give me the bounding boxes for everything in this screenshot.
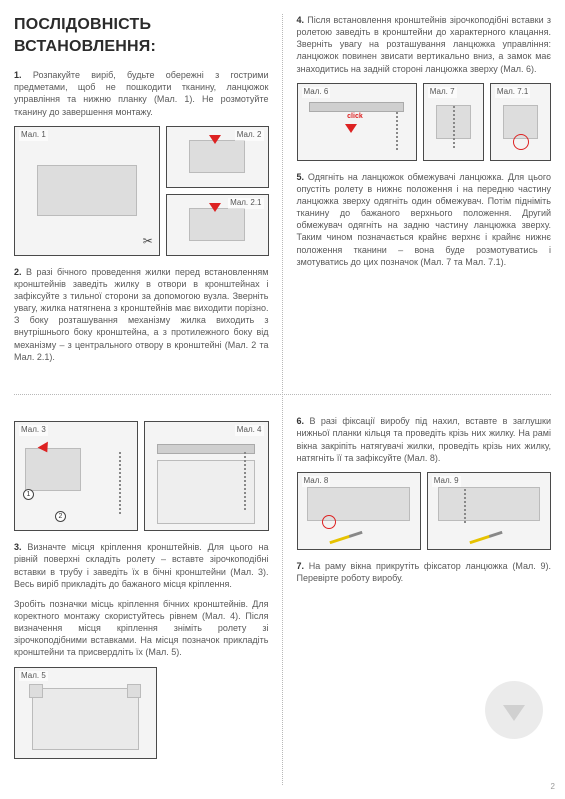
- diagram-placeholder: [309, 102, 404, 112]
- diagram-placeholder: [29, 684, 43, 698]
- figure-2-1-label: Мал. 2.1: [228, 198, 263, 209]
- chain-icon: [244, 452, 246, 512]
- diagram-placeholder: [157, 444, 255, 454]
- step-5-text: Одягніть на ланцюжок обмежувачі ланцюжка…: [297, 172, 552, 267]
- figure-1-label: Мал. 1: [19, 130, 48, 141]
- diagram-placeholder: [37, 165, 138, 216]
- step-2-num: 2.: [14, 267, 22, 277]
- highlight-circle-icon: [513, 134, 529, 150]
- step-2-text: В разі бічного проведення жилки перед вс…: [14, 267, 269, 362]
- step-4-text: Після встановлення кронштейнів зірочкопо…: [297, 15, 552, 74]
- highlight-circle-icon: [322, 515, 336, 529]
- quadrant-top-right: 4. Після встановлення кронштейнів зірочк…: [283, 0, 565, 401]
- figure-5: Мал. 5: [14, 667, 157, 759]
- step-7-text: На раму вікна прикрутіть фіксатор ланцюж…: [297, 561, 552, 583]
- step-6: 6. В разі фіксації виробу під нахил, вст…: [297, 415, 552, 464]
- step-2: 2. В разі бічного проведення жилки перед…: [14, 266, 269, 363]
- figure-8: Мал. 8: [297, 472, 421, 550]
- figure-7-1: Мал. 7.1: [490, 83, 551, 161]
- step-5: 5. Одягніть на ланцюжок обмежувачі ланцю…: [297, 171, 552, 268]
- figure-9: Мал. 9: [427, 472, 551, 550]
- step-7-num: 7.: [297, 561, 305, 571]
- quadrant-top-left: ПОСЛІДОВНІСТЬ ВСТАНОВЛЕННЯ: 1. Розпакуйт…: [0, 0, 283, 401]
- step-3b-text: Зробіть позначки місць кріплення бічних …: [14, 599, 269, 658]
- figure-2-label: Мал. 2: [235, 130, 264, 141]
- figure-7-1-label: Мал. 7.1: [495, 87, 530, 98]
- figure-5-label: Мал. 5: [19, 671, 48, 682]
- step-4-num: 4.: [297, 15, 305, 25]
- figure-3-label: Мал. 3: [19, 425, 48, 436]
- arrow-down-icon: [345, 124, 357, 133]
- click-callout: click: [347, 112, 363, 121]
- figure-1: Мал. 1 ✂: [14, 126, 160, 256]
- quadrant-bottom-right: 6. В разі фіксації виробу під нахил, вст…: [283, 401, 565, 799]
- diagram-placeholder: [32, 688, 139, 750]
- marker-2: 2: [55, 511, 66, 522]
- figure-row-8-9: Мал. 8 Мал. 9: [297, 472, 552, 550]
- page-number: 2: [551, 782, 555, 793]
- marker-1: 1: [23, 489, 34, 500]
- screwdriver-icon: [470, 531, 503, 544]
- step-3-text: Визначте місця кріплення кронштейнів. Дл…: [14, 542, 269, 588]
- figure-7: Мал. 7: [423, 83, 484, 161]
- step-4: 4. Після встановлення кронштейнів зірочк…: [297, 14, 552, 75]
- figure-4: Мал. 4: [144, 421, 268, 531]
- screwdriver-icon: [330, 531, 363, 544]
- arrow-down-icon: [209, 203, 221, 212]
- figure-9-label: Мал. 9: [432, 476, 461, 487]
- step-7: 7. На раму вікна прикрутіть фіксатор лан…: [297, 560, 552, 584]
- quadrant-bottom-left: Мал. 3 1 2 Мал. 4 3. Визначте місця кріп…: [0, 401, 283, 799]
- figure-3: Мал. 3 1 2: [14, 421, 138, 531]
- figure-8-label: Мал. 8: [302, 476, 331, 487]
- page: ПОСЛІДОВНІСТЬ ВСТАНОВЛЕННЯ: 1. Розпакуйт…: [0, 0, 565, 799]
- figure-4-label: Мал. 4: [235, 425, 264, 436]
- scissors-icon: ✂: [143, 233, 153, 249]
- diagram-placeholder: [189, 208, 244, 241]
- figure-row-1: Мал. 1 ✂ Мал. 2 Мал. 2.1: [14, 126, 269, 256]
- step-1-num: 1.: [14, 70, 22, 80]
- figure-2-1: Мал. 2.1: [166, 194, 269, 256]
- step-3b: Зробіть позначки місць кріплення бічних …: [14, 598, 269, 659]
- figure-2-stack: Мал. 2 Мал. 2.1: [166, 126, 269, 256]
- watermark-icon: [485, 681, 543, 739]
- chain-icon: [396, 112, 398, 152]
- diagram-placeholder: [307, 487, 410, 521]
- step-6-num: 6.: [297, 416, 305, 426]
- step-5-num: 5.: [297, 172, 305, 182]
- diagram-placeholder: [127, 684, 141, 698]
- diagram-placeholder: [157, 460, 255, 524]
- chain-icon: [453, 106, 455, 150]
- diagram-placeholder: [189, 140, 244, 173]
- figure-row-3-4: Мал. 3 1 2 Мал. 4: [14, 421, 269, 531]
- diagram-placeholder: [25, 448, 81, 491]
- diagram-placeholder: [438, 487, 541, 521]
- arrow-down-icon: [209, 135, 221, 144]
- figure-6: Мал. 6 click: [297, 83, 417, 161]
- step-1-text: Розпакуйте виріб, будьте обережні з гост…: [14, 70, 269, 116]
- step-3: 3. Визначте місця кріплення кронштейнів.…: [14, 541, 269, 590]
- step-3-num: 3.: [14, 542, 22, 552]
- chain-icon: [464, 489, 466, 525]
- step-1: 1. Розпакуйте виріб, будьте обережні з г…: [14, 69, 269, 118]
- figure-7-label: Мал. 7: [428, 87, 457, 98]
- figure-row-5: Мал. 5: [14, 667, 269, 759]
- figure-2: Мал. 2: [166, 126, 269, 188]
- step-6-text: В разі фіксації виробу під нахил, вставт…: [297, 416, 552, 462]
- figure-6-label: Мал. 6: [302, 87, 331, 98]
- figure-row-6-7: Мал. 6 click Мал. 7 Мал. 7.1: [297, 83, 552, 161]
- chain-icon: [119, 452, 121, 516]
- page-title: ПОСЛІДОВНІСТЬ ВСТАНОВЛЕННЯ:: [14, 14, 269, 57]
